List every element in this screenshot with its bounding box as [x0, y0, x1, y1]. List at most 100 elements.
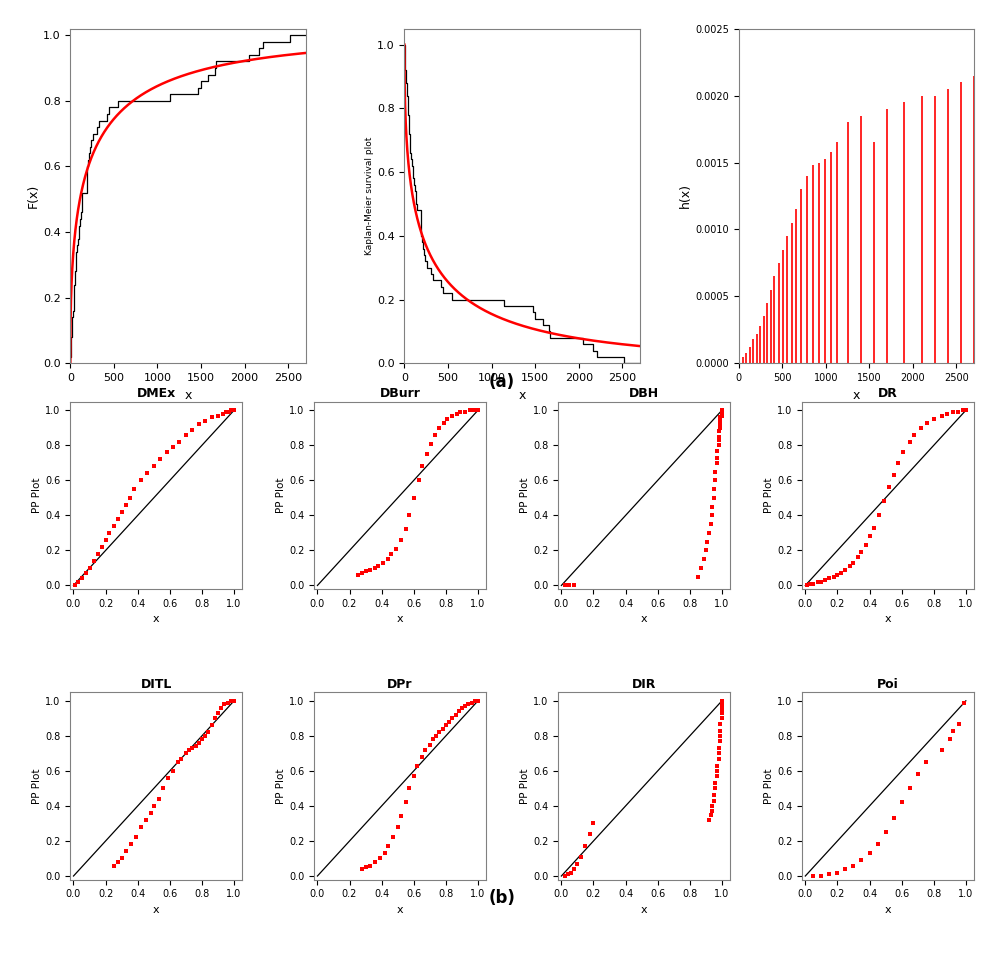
Point — [123, 836, 139, 852]
Point — [563, 865, 579, 880]
Point — [215, 406, 231, 422]
Point — [145, 459, 161, 474]
X-axis label: x: x — [152, 615, 159, 624]
Point — [585, 815, 601, 831]
Point — [448, 406, 464, 422]
Point — [713, 702, 729, 717]
Point — [708, 769, 724, 784]
Point — [418, 446, 434, 462]
Point — [223, 402, 239, 418]
Point — [577, 838, 593, 854]
Y-axis label: h(x): h(x) — [678, 184, 691, 208]
Point — [828, 567, 845, 582]
Point — [885, 467, 901, 483]
Point — [225, 693, 241, 708]
Point — [105, 518, 121, 533]
Y-axis label: Kaplan-Meier survival plot: Kaplan-Meier survival plot — [365, 137, 374, 255]
Point — [801, 576, 817, 592]
Point — [560, 867, 576, 882]
Point — [89, 546, 105, 561]
Point — [711, 415, 727, 430]
Text: (b): (b) — [488, 889, 515, 907]
Point — [566, 577, 582, 593]
Point — [427, 728, 443, 744]
Point — [142, 805, 158, 820]
Point — [707, 472, 723, 488]
Point — [711, 728, 727, 744]
Point — [700, 813, 716, 828]
Point — [710, 424, 726, 439]
Point — [708, 455, 724, 470]
Y-axis label: PP Plot: PP Plot — [520, 477, 530, 513]
Point — [702, 516, 718, 532]
Point — [173, 751, 189, 767]
Point — [708, 758, 724, 773]
Point — [191, 417, 207, 432]
Point — [78, 566, 94, 581]
Point — [440, 714, 456, 729]
Point — [178, 427, 194, 443]
Point — [362, 858, 378, 873]
Point — [110, 511, 126, 527]
Point — [383, 546, 399, 561]
Point — [194, 731, 210, 747]
Point — [410, 472, 426, 488]
Point — [204, 409, 220, 424]
Point — [561, 577, 577, 593]
Point — [210, 408, 226, 424]
Point — [933, 408, 949, 424]
Point — [556, 577, 572, 593]
Point — [713, 404, 729, 420]
Point — [703, 804, 719, 819]
Point — [944, 723, 960, 738]
Point — [853, 853, 869, 868]
Point — [126, 482, 142, 497]
Point — [443, 710, 459, 726]
Point — [226, 402, 242, 418]
Point — [367, 855, 383, 870]
Point — [461, 402, 477, 418]
Point — [919, 415, 935, 430]
Point — [469, 693, 485, 708]
Point — [170, 754, 186, 770]
Point — [710, 751, 726, 767]
Point — [949, 404, 965, 420]
Point — [354, 566, 370, 581]
Point — [370, 558, 386, 574]
Point — [218, 404, 234, 420]
Point — [405, 769, 421, 784]
Point — [713, 697, 729, 712]
Point — [416, 742, 432, 757]
Point — [118, 844, 134, 859]
Y-axis label: PP Plot: PP Plot — [32, 768, 42, 804]
Y-axis label: PP Plot: PP Plot — [520, 768, 530, 804]
Point — [861, 529, 877, 544]
Point — [155, 781, 172, 796]
Y-axis label: PP Plot: PP Plot — [276, 768, 286, 804]
Point — [875, 493, 891, 509]
Point — [388, 541, 404, 556]
Point — [890, 455, 906, 470]
Point — [443, 408, 459, 424]
Point — [713, 408, 729, 424]
Point — [413, 750, 429, 765]
Point — [121, 490, 137, 506]
Point — [572, 849, 588, 864]
Title: DBH: DBH — [628, 387, 658, 401]
Point — [906, 427, 922, 443]
Point — [828, 865, 845, 880]
Point — [877, 825, 893, 840]
Point — [185, 422, 201, 437]
Point — [408, 758, 424, 773]
Point — [955, 695, 971, 710]
Point — [70, 575, 86, 590]
Point — [221, 404, 237, 420]
Point — [435, 415, 451, 430]
X-axis label: x: x — [640, 615, 647, 624]
Point — [812, 868, 828, 883]
Point — [702, 807, 718, 822]
Point — [837, 562, 853, 577]
Point — [466, 402, 482, 418]
Point — [713, 693, 729, 708]
Point — [901, 781, 917, 796]
